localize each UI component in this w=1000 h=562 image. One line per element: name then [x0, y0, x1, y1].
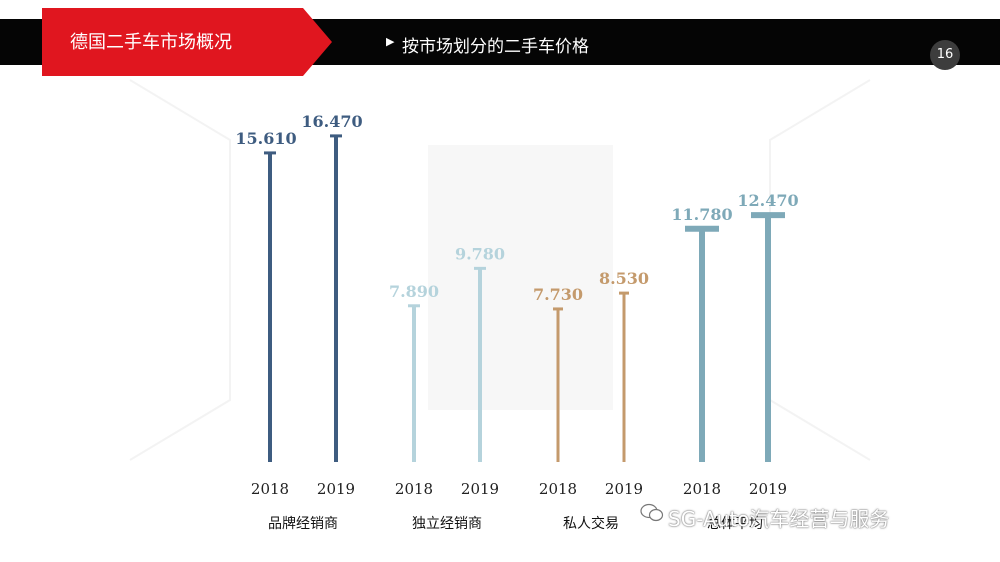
data-label: 7.890	[389, 282, 439, 301]
page-number-badge: 16	[930, 40, 960, 70]
data-label: 11.780	[671, 205, 732, 224]
category-label: 私人交易	[563, 515, 619, 532]
year-label: 2018	[395, 480, 433, 498]
category-label: 品牌经销商	[268, 515, 338, 532]
data-label: 9.780	[455, 244, 505, 263]
slide-subtitle: 按市场划分的二手车价格	[402, 37, 589, 57]
year-label: 2019	[605, 480, 643, 498]
year-label: 2019	[461, 480, 499, 498]
data-label: 8.530	[599, 269, 649, 288]
year-label: 2018	[683, 480, 721, 498]
category-label: 总体平均	[707, 516, 763, 532]
year-label: 2018	[539, 480, 577, 498]
data-label: 12.470	[737, 191, 798, 210]
data-label: 7.730	[533, 285, 583, 304]
section-tab	[42, 8, 332, 76]
play-arrow-icon: ▶	[386, 35, 395, 48]
category-label: 独立经销商	[412, 516, 482, 532]
year-label: 2018	[251, 480, 289, 498]
section-title: 德国二手车市场概况	[70, 32, 232, 53]
data-label: 15.610	[235, 129, 296, 148]
wechat-icon	[640, 503, 664, 522]
year-label: 2019	[749, 480, 787, 498]
data-label: 16.470	[301, 112, 362, 131]
background-decoration	[129, 79, 871, 461]
year-label: 2019	[317, 480, 355, 498]
watermark-text: SG-Auto汽车经营与服务	[668, 507, 890, 531]
